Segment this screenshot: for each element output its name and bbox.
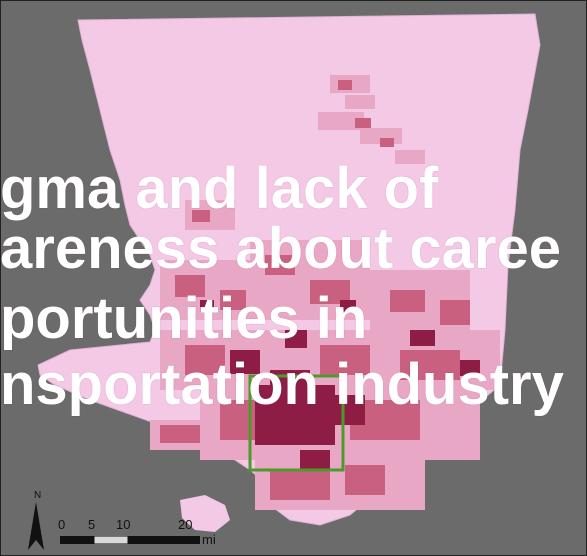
scale-unit: mi — [202, 532, 216, 547]
overlay-caption: gma and lack of areness about caree port… — [0, 158, 587, 458]
north-arrow-icon — [28, 502, 44, 550]
tracts-mid — [160, 80, 470, 500]
overlay-line-2: areness about caree — [0, 216, 561, 281]
scale-bar: N 0 5 10 20 mi — [22, 490, 222, 552]
overlay-line-4: nsportation industry — [0, 352, 564, 417]
inset-box — [248, 374, 345, 472]
scale-tick-20: 20 — [178, 517, 193, 532]
scale-tick-5: 5 — [88, 517, 96, 532]
overlay-line-1: gma and lack of — [0, 158, 439, 221]
island-shape — [180, 495, 230, 532]
scale-bar-graphic — [60, 536, 200, 544]
scale-tick-10: 10 — [116, 517, 131, 532]
scale-tick-0: 0 — [58, 517, 66, 532]
north-label: N — [34, 490, 42, 501]
overlay-line-3: portunities in — [0, 286, 368, 351]
tracts-dark — [200, 300, 480, 470]
